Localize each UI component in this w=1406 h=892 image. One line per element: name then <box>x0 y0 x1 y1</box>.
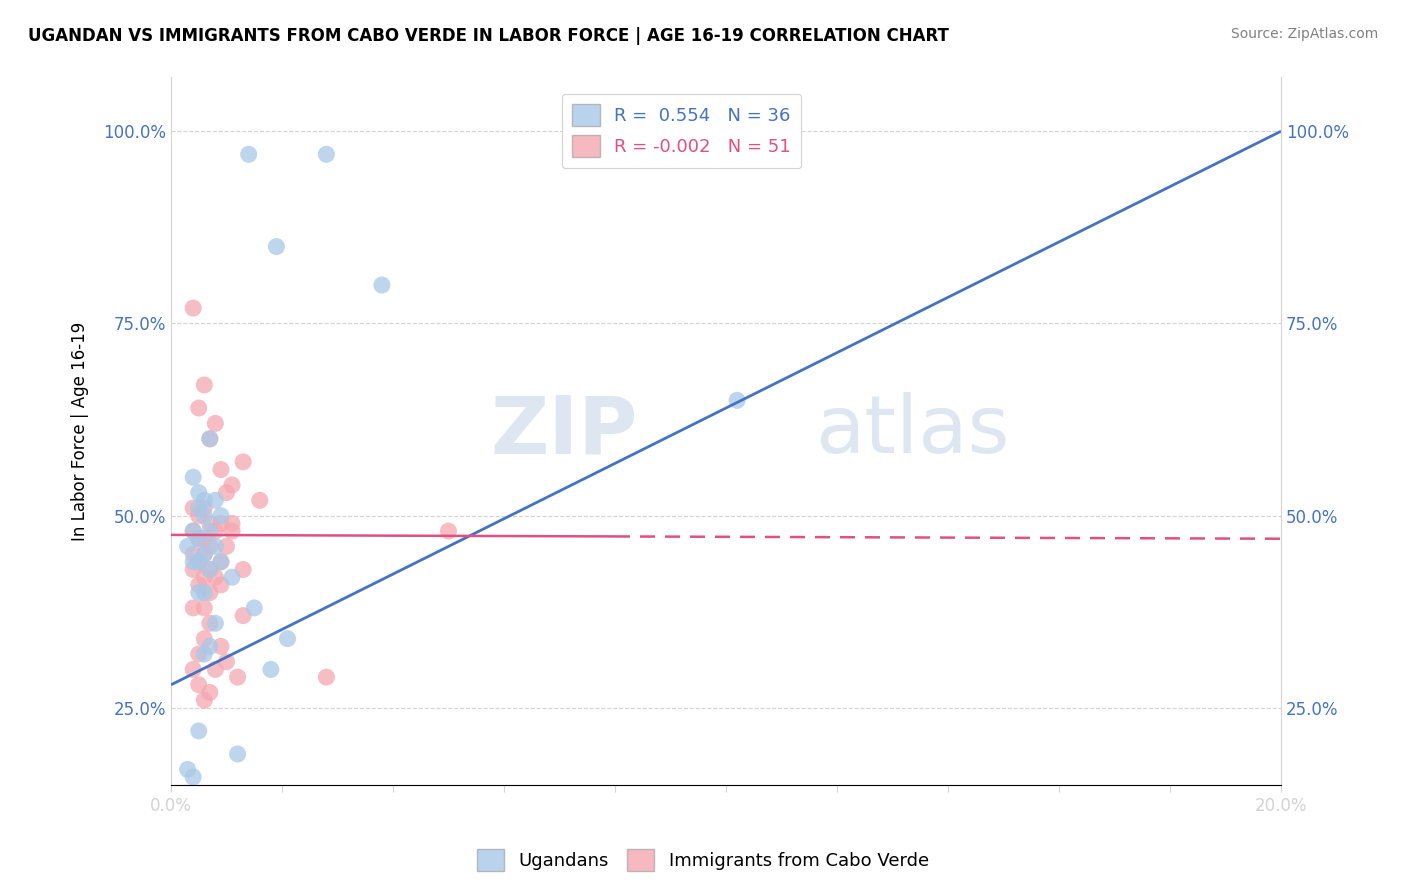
Point <box>181 601 204 615</box>
Point <box>277 632 299 646</box>
Point <box>193 532 215 546</box>
Point <box>260 662 283 676</box>
Point <box>221 524 243 538</box>
Point <box>209 555 232 569</box>
Point <box>193 493 215 508</box>
Point <box>215 655 238 669</box>
Legend: R =  0.554   N = 36, R = -0.002   N = 51: R = 0.554 N = 36, R = -0.002 N = 51 <box>561 94 801 169</box>
Point <box>193 500 215 515</box>
Point <box>204 662 226 676</box>
Point <box>187 578 209 592</box>
Point <box>193 585 215 599</box>
Point <box>176 763 198 777</box>
Point <box>209 640 232 654</box>
Point <box>371 278 394 293</box>
Text: atlas: atlas <box>814 392 1010 470</box>
Point <box>187 678 209 692</box>
Point <box>266 239 288 253</box>
Point <box>181 562 204 576</box>
Y-axis label: In Labor Force | Age 16-19: In Labor Force | Age 16-19 <box>72 321 89 541</box>
Point <box>193 547 215 561</box>
Point <box>181 547 204 561</box>
Point <box>221 570 243 584</box>
Point <box>232 608 254 623</box>
Point <box>193 601 215 615</box>
Text: UGANDAN VS IMMIGRANTS FROM CABO VERDE IN LABOR FORCE | AGE 16-19 CORRELATION CHA: UGANDAN VS IMMIGRANTS FROM CABO VERDE IN… <box>28 27 949 45</box>
Point <box>725 393 748 408</box>
Point <box>221 478 243 492</box>
Point <box>187 508 209 523</box>
Point <box>198 432 221 446</box>
Point <box>209 555 232 569</box>
Point <box>181 524 204 538</box>
Point <box>187 555 209 569</box>
Point <box>198 685 221 699</box>
Point <box>198 640 221 654</box>
Point <box>226 670 249 684</box>
Point <box>181 524 204 538</box>
Point <box>209 578 232 592</box>
Point <box>215 485 238 500</box>
Point <box>193 508 215 523</box>
Point <box>187 532 209 546</box>
Point <box>198 562 221 576</box>
Point <box>181 662 204 676</box>
Point <box>181 301 204 315</box>
Point <box>215 540 238 554</box>
Point <box>198 616 221 631</box>
Point <box>315 147 337 161</box>
Point <box>204 616 226 631</box>
Point <box>232 455 254 469</box>
Point <box>187 485 209 500</box>
Point <box>204 524 226 538</box>
Point <box>193 647 215 661</box>
Point <box>209 462 232 476</box>
Point <box>209 516 232 531</box>
Point <box>198 516 221 531</box>
Point <box>249 493 271 508</box>
Legend: Ugandans, Immigrants from Cabo Verde: Ugandans, Immigrants from Cabo Verde <box>470 842 936 879</box>
Point <box>193 378 215 392</box>
Point <box>243 601 266 615</box>
Point <box>221 516 243 531</box>
Point <box>238 147 260 161</box>
Point <box>209 508 232 523</box>
Point <box>204 417 226 431</box>
Point <box>198 562 221 576</box>
Point <box>232 562 254 576</box>
Point <box>204 493 226 508</box>
Point <box>193 632 215 646</box>
Point <box>187 585 209 599</box>
Point <box>193 570 215 584</box>
Point <box>193 693 215 707</box>
Point <box>198 432 221 446</box>
Point <box>181 500 204 515</box>
Point <box>187 532 209 546</box>
Point <box>181 770 204 784</box>
Point <box>187 555 209 569</box>
Point <box>181 470 204 484</box>
Point <box>187 401 209 415</box>
Point <box>437 524 460 538</box>
Point <box>226 747 249 761</box>
Point <box>176 540 198 554</box>
Point <box>193 547 215 561</box>
Point <box>315 670 337 684</box>
Point <box>181 555 204 569</box>
Point <box>198 585 221 599</box>
Point <box>187 647 209 661</box>
Point <box>187 723 209 738</box>
Point <box>204 540 226 554</box>
Point <box>198 540 221 554</box>
Point <box>204 570 226 584</box>
Point <box>198 524 221 538</box>
Point <box>187 500 209 515</box>
Text: Source: ZipAtlas.com: Source: ZipAtlas.com <box>1230 27 1378 41</box>
Text: ZIP: ZIP <box>489 392 637 470</box>
